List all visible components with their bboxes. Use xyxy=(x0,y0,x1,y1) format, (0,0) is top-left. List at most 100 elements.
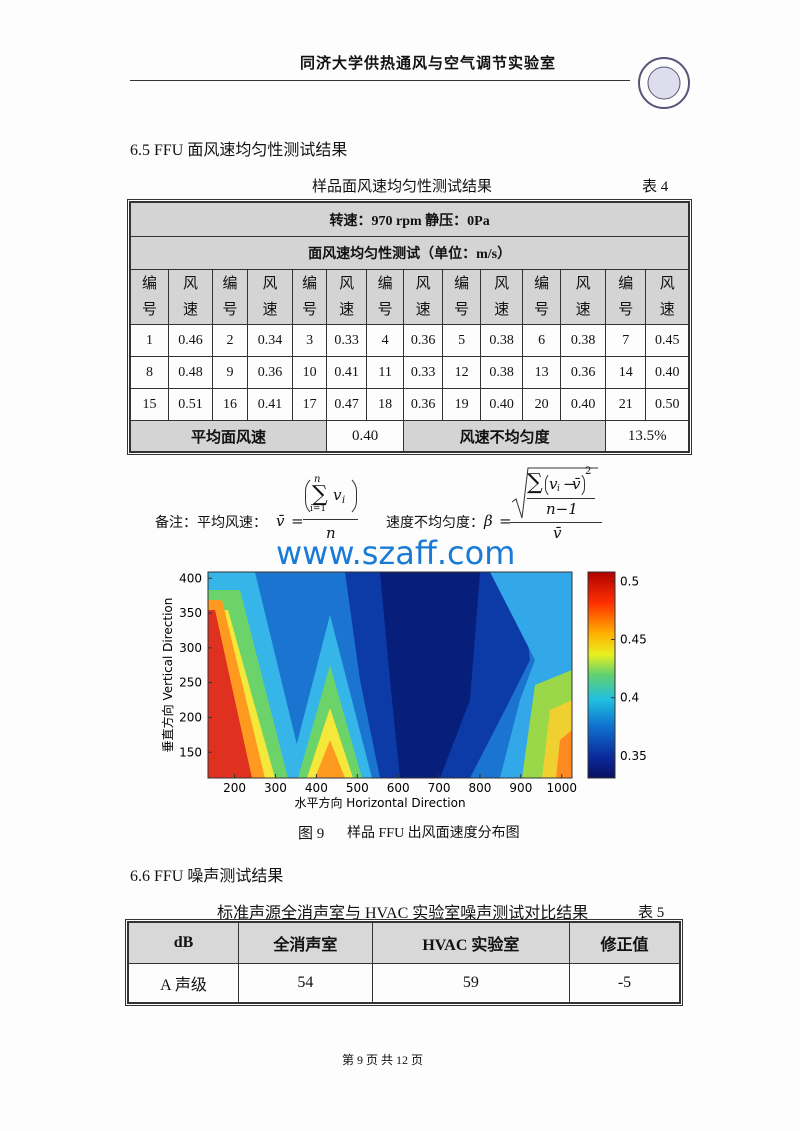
cell: 11 xyxy=(366,356,405,389)
x-tick-label: 800 xyxy=(469,781,492,795)
cell: 0.41 xyxy=(247,388,294,421)
cell: 0.36 xyxy=(247,356,294,389)
plot-frame xyxy=(207,571,573,779)
cell: 0.51 xyxy=(168,388,214,421)
cell: 风速不均匀度 xyxy=(403,420,607,452)
sym: = xyxy=(291,512,304,530)
sym: = xyxy=(499,512,512,530)
cell: 16 xyxy=(212,388,249,421)
sym: i xyxy=(342,495,346,506)
cell: 0.40 xyxy=(560,388,607,421)
header-cell: HVAC 实验室 xyxy=(371,922,571,964)
header-cell: 编号 xyxy=(522,269,562,325)
figure: 水平方向 Horizontal Direction 垂直方向 Vertical … xyxy=(160,571,647,810)
sym: v xyxy=(333,486,342,504)
header-cell: 风速 xyxy=(326,269,368,325)
x-tick-label: 300 xyxy=(264,781,287,795)
cell: 14 xyxy=(605,356,647,389)
x-tick-label: 500 xyxy=(346,781,369,795)
x-tick-label: 700 xyxy=(428,781,451,795)
y-tick-label: 150 xyxy=(179,745,202,759)
table: 转速：970 rpm 静压：0Pa 面风速均匀性测试（单位：m/s） 编号 风速 编号风… xyxy=(126,199,693,455)
y-tick-label: 250 xyxy=(179,676,202,690)
cell: 0.38 xyxy=(560,324,607,357)
header-rule xyxy=(130,80,630,81)
logo xyxy=(638,57,690,109)
header-title: 同济大学供热通风与空气调节实验室 xyxy=(300,56,557,72)
cell: 0.40 xyxy=(645,356,690,389)
sym: n xyxy=(326,524,336,542)
colorbar-tick-label: 0.5 xyxy=(620,574,639,588)
header-cell: 编号 xyxy=(292,269,328,325)
header-cell: dB xyxy=(128,922,239,964)
sym: v̄ xyxy=(553,524,562,542)
cell: 0.36 xyxy=(560,356,607,389)
row: 15 0.51 16 0.41 17 0.47 18 0.36 19 0.40 20 0.40 21 0.… xyxy=(129,388,690,421)
header-cell: 风速 xyxy=(403,269,444,325)
y-tick-label: 300 xyxy=(179,641,202,655)
cell: A 声级 xyxy=(128,963,239,1003)
cell: 0.33 xyxy=(403,356,444,389)
row: 编号 风速 编号 风速 编号 风速 编号 风速 编号 风速 编号 风速 编号 风速 xyxy=(129,269,690,325)
cell: 面风速均匀性测试（单位：m/s） xyxy=(129,236,690,270)
frac xyxy=(510,522,602,523)
cell: 13.5% xyxy=(605,420,690,452)
header-cell: 修正值 xyxy=(569,922,680,964)
section-heading: 6.5 FFU 面风速均匀性测试结果 xyxy=(130,142,348,159)
radical xyxy=(511,467,598,519)
heatmap xyxy=(208,572,572,778)
cell: 54 xyxy=(238,963,373,1003)
cell: -5 xyxy=(569,963,680,1003)
table: dB 全消声室 HVAC 实验室 修正值 A 声级 54 59 -5 xyxy=(125,919,683,1006)
sym: n−1 xyxy=(546,500,578,518)
sym: 2 xyxy=(585,466,592,477)
cell: 10 xyxy=(292,356,328,389)
cell: 5 xyxy=(442,324,482,357)
sym: β xyxy=(484,512,493,530)
cell: 0.38 xyxy=(480,356,524,389)
cell: 0.38 xyxy=(480,324,524,357)
colorbar-tick-label: 0.4 xyxy=(620,691,639,705)
figure-label: 图 9 xyxy=(298,826,325,842)
row: 8 0.48 9 0.36 10 0.41 11 0.33 12 0.38 13 0.36 14 0.40 xyxy=(129,356,690,389)
table-caption: 样品面风速均匀性测试结果 xyxy=(312,179,493,195)
cell: 0.33 xyxy=(326,324,368,357)
sym: v̄ xyxy=(276,512,285,530)
cell: 0.36 xyxy=(403,388,444,421)
header-cell: 编号 xyxy=(212,269,249,325)
cell: 1 xyxy=(129,324,170,357)
x-tick-label: 200 xyxy=(223,781,246,795)
note-label: 备注：平均风速： xyxy=(155,516,267,531)
cell: 0.50 xyxy=(645,388,690,421)
header-cell: 风速 xyxy=(645,269,690,325)
cell: 4 xyxy=(366,324,405,357)
y-tick-label: 400 xyxy=(179,571,202,585)
x-axis-title: 水平方向 Horizontal Direction xyxy=(294,795,465,810)
header-cell: 风速 xyxy=(247,269,294,325)
row: 平均面风速 0.40 风速不均匀度 13.5% xyxy=(129,420,690,452)
x-tick-label: 900 xyxy=(509,781,532,795)
colorbar-tick-label: 0.35 xyxy=(620,749,647,763)
sym: i=1 xyxy=(310,504,327,514)
sym: ∑ xyxy=(527,470,543,495)
cell: 0.48 xyxy=(168,356,214,389)
x-tick-label: 1000 xyxy=(547,781,578,795)
row: 面风速均匀性测试（单位：m/s） xyxy=(129,236,690,270)
row: 1 0.46 2 0.34 3 0.33 4 0.36 5 0.38 6 0.38 7 0.45 xyxy=(129,324,690,357)
cell: 18 xyxy=(366,388,405,421)
cell: 7 xyxy=(605,324,647,357)
cell: 3 xyxy=(292,324,328,357)
colorbar xyxy=(587,571,616,779)
table-number: 表 5 xyxy=(638,905,665,921)
cell: 2 xyxy=(212,324,249,357)
row: A 声级 54 59 -5 xyxy=(128,963,680,1003)
section-heading: 6.6 FFU 噪声测试结果 xyxy=(130,868,284,885)
cell: 12 xyxy=(442,356,482,389)
cell: 0.45 xyxy=(645,324,690,357)
cell: 0.34 xyxy=(247,324,294,357)
y-tick-label: 350 xyxy=(179,606,202,620)
cell: 21 xyxy=(605,388,647,421)
y-tick-label: 200 xyxy=(179,710,202,724)
header-cell: 风速 xyxy=(560,269,607,325)
